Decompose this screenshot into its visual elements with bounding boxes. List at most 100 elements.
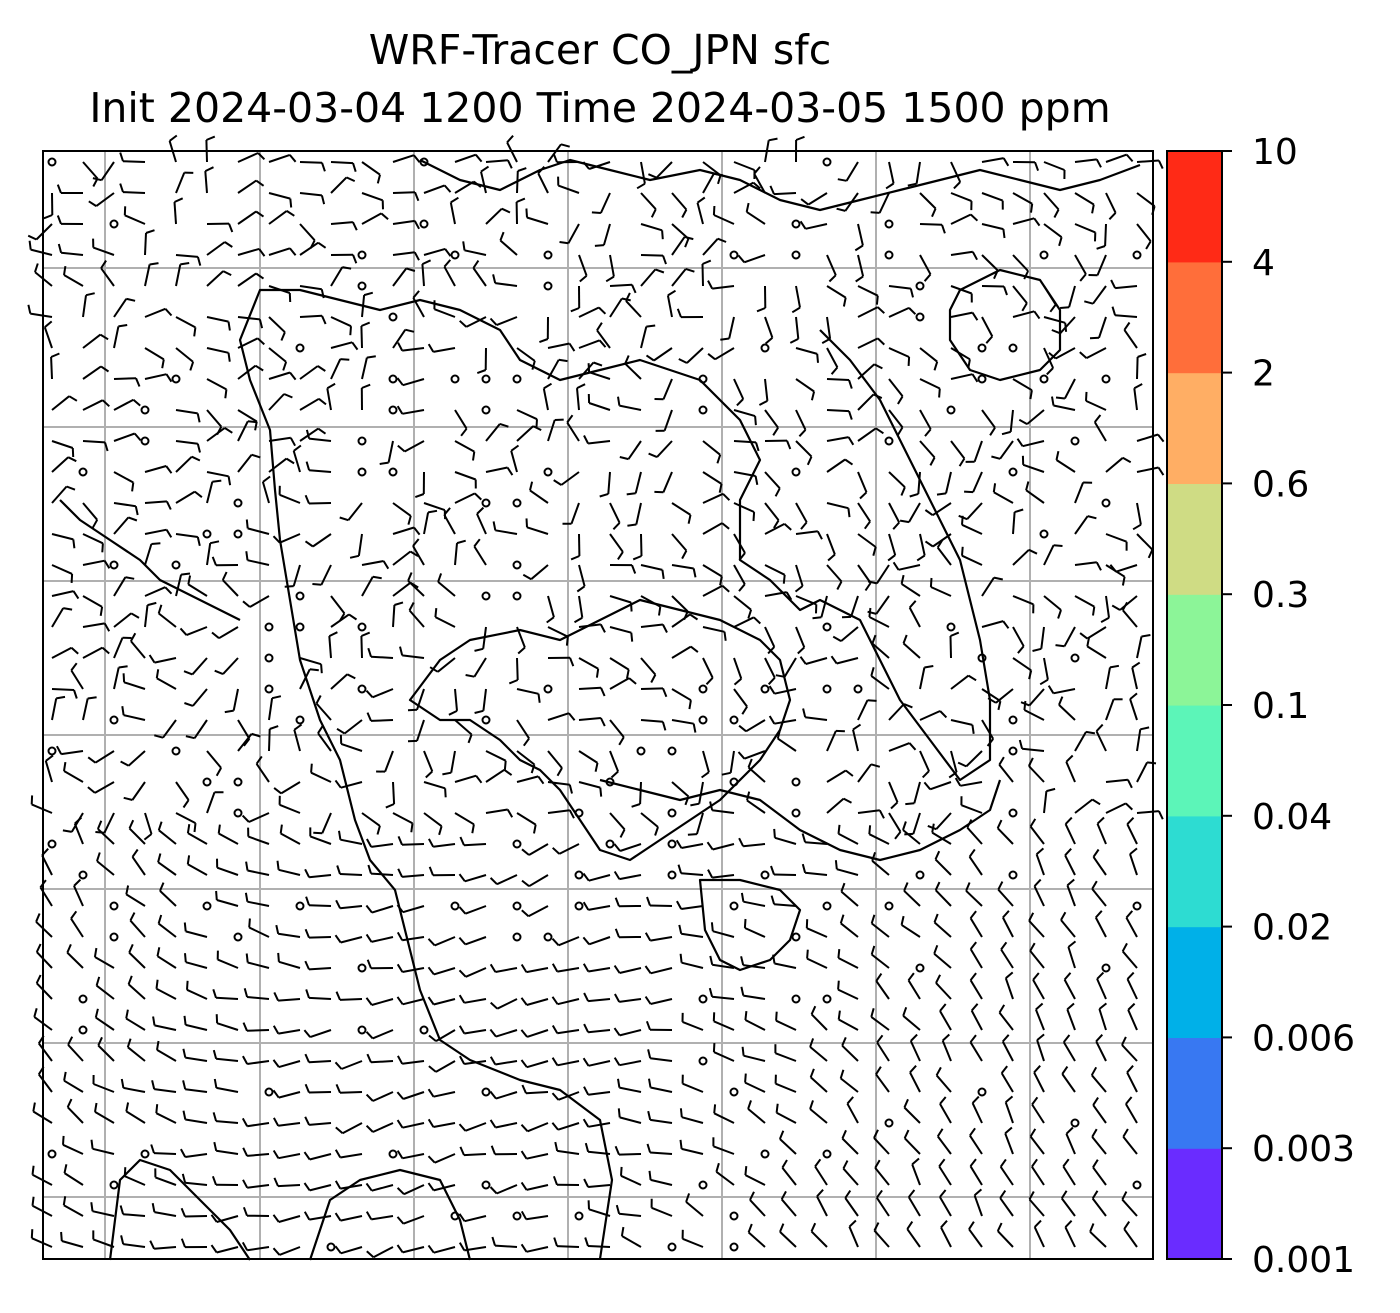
wind-barb-shaft	[919, 192, 937, 210]
wind-barb-flag	[584, 1237, 589, 1247]
wind-barb-flag	[1028, 757, 1034, 767]
wind-barb-shaft	[82, 559, 105, 566]
wind-barb-flag	[427, 343, 435, 353]
wind-barb-flag	[474, 492, 482, 501]
wind-barb-shaft	[960, 781, 983, 787]
calm-marker	[512, 901, 522, 911]
wind-barb-shaft	[651, 1206, 673, 1217]
wind-barb-shaft	[650, 1118, 673, 1124]
wind-barb-shaft	[640, 192, 657, 210]
wind-barb-shaft	[857, 223, 864, 246]
wind-barb-shaft	[330, 221, 353, 225]
wind-barb-flag	[907, 356, 911, 366]
wind-barb-flag	[406, 267, 416, 272]
wind-barb-shaft	[330, 595, 346, 615]
wind-barb-shaft	[1055, 347, 1076, 360]
wind-barb-shaft	[653, 347, 673, 362]
calm-marker	[512, 591, 522, 601]
wind-barb-shaft	[779, 1231, 797, 1248]
calm-marker	[1101, 498, 1111, 508]
wind-barb-shaft	[1004, 1133, 1014, 1155]
wind-barb-flag	[489, 877, 498, 885]
wind-barb-flag	[875, 1066, 882, 1075]
wind-barb-shaft	[939, 1103, 952, 1124]
wind-barb-shaft	[404, 440, 425, 453]
wind-barb-flag	[810, 1222, 817, 1232]
wind-barb-shaft	[1126, 1071, 1138, 1093]
calm-marker	[760, 1149, 770, 1159]
wind-barb-flag	[843, 797, 852, 804]
calm-marker	[884, 250, 894, 260]
wind-barb-shaft	[998, 764, 1014, 783]
wind-barb-flag	[334, 1149, 342, 1158]
wind-barb-flag	[646, 896, 651, 906]
wind-barb-flag	[221, 571, 228, 581]
wind-barb-shaft	[841, 1137, 859, 1155]
wind-barb-shaft	[361, 212, 382, 225]
wind-barb-flag	[352, 162, 357, 172]
calm-marker	[822, 157, 832, 167]
wind-barb-shaft	[1105, 698, 1115, 721]
wind-barb-shaft	[154, 1211, 177, 1217]
wind-barb-shaft	[516, 719, 530, 739]
wind-barb-flag	[427, 1182, 435, 1191]
wind-barb-shaft	[268, 285, 291, 294]
wind-barb-shaft	[113, 471, 134, 484]
wind-barb-flag	[902, 1006, 908, 1017]
wind-barb-flag	[148, 654, 156, 664]
wind-barb-flag	[465, 674, 475, 678]
wind-barb-flag	[122, 673, 126, 683]
wind-barb-flag	[151, 1203, 156, 1213]
calm-marker	[419, 1025, 429, 1035]
wind-barb-shaft	[480, 171, 487, 194]
calm-marker	[698, 374, 708, 384]
wind-barb-flag	[553, 479, 562, 486]
wind-barb-shaft	[528, 905, 549, 918]
wind-barb-flag	[902, 821, 907, 831]
wind-barb-shaft	[292, 450, 301, 473]
wind-barb-flag	[1018, 739, 1024, 749]
wind-barb-flag	[797, 646, 805, 655]
wind-barb-shaft	[806, 957, 828, 969]
wind-barb-shaft	[826, 564, 843, 583]
colorbar-segment	[1167, 705, 1222, 817]
wind-barb-shaft	[82, 440, 106, 444]
wind-barb-flag	[206, 135, 216, 141]
wind-barb-shaft	[701, 263, 704, 287]
wind-barb-flag	[334, 1180, 342, 1190]
wind-barb-flag	[458, 1123, 467, 1132]
wind-barb-shaft	[43, 326, 53, 349]
wind-barb-shaft	[341, 1060, 363, 1070]
wind-barb-shaft	[321, 812, 332, 834]
wind-barb-shaft	[402, 1091, 425, 1100]
wind-barb-shaft	[950, 311, 973, 318]
wind-barb-shaft	[454, 543, 458, 566]
wind-barb-flag	[365, 1031, 374, 1040]
wind-barb-shaft	[671, 595, 689, 613]
wind-barb-flag	[707, 869, 714, 879]
wind-barb-flag	[718, 483, 723, 493]
wind-barb-flag	[1098, 1002, 1108, 1010]
wind-barb-shaft	[92, 1238, 115, 1248]
wind-barb-flag	[70, 573, 74, 583]
wind-barb-flag	[1060, 1190, 1068, 1199]
wind-barb-flag	[966, 819, 973, 829]
wind-barb-flag	[397, 1055, 404, 1065]
wind-barb-flag	[1046, 787, 1056, 793]
wind-barb-flag	[184, 953, 187, 963]
wind-barb-shaft	[743, 964, 766, 969]
calm-marker	[605, 777, 615, 787]
wind-barb-shaft	[37, 1073, 53, 1093]
wind-barb-flag	[304, 960, 310, 970]
wind-barb-flag	[413, 154, 421, 163]
wind-barb-shaft	[144, 264, 151, 287]
wind-barb-flag	[935, 974, 941, 984]
wind-barb-shaft	[237, 272, 257, 287]
wind-barb-flag	[738, 583, 746, 592]
wind-barb-shaft	[50, 356, 53, 380]
wind-barb-shaft	[1012, 192, 1033, 205]
wind-barb-shaft	[609, 677, 630, 690]
calm-marker	[729, 1211, 739, 1221]
wind-barb-flag	[489, 1090, 497, 1100]
wind-barb-flag	[845, 769, 854, 777]
